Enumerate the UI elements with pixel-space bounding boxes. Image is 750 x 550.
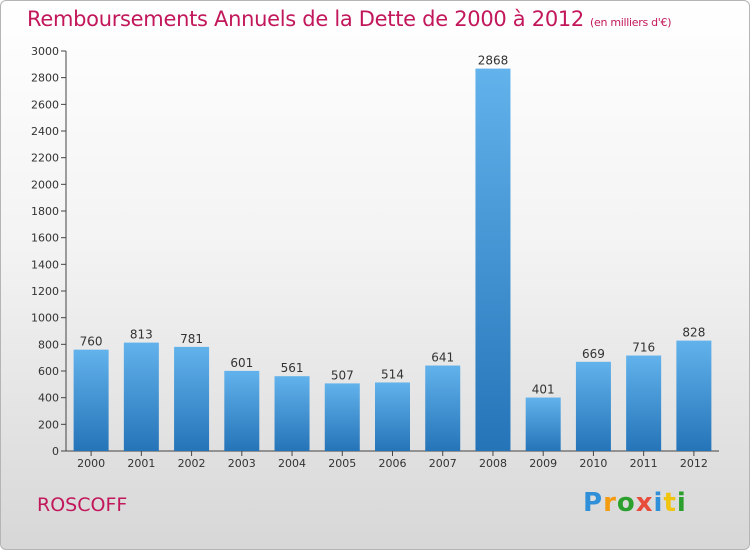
x-tick-label: 2003 bbox=[228, 457, 256, 470]
bar-value-label: 2868 bbox=[478, 54, 509, 68]
title-unit: (en milliers d'€) bbox=[590, 16, 672, 29]
x-tick-label: 2011 bbox=[630, 457, 658, 470]
y-tick-label: 1000 bbox=[31, 312, 59, 325]
logo-letter: i bbox=[653, 488, 664, 518]
title-text: Remboursements Annuels de la Dette de 20… bbox=[27, 7, 584, 31]
logo-letter: t bbox=[663, 488, 677, 518]
logo-letter: o bbox=[616, 488, 636, 518]
city-name: ROSCOFF bbox=[37, 494, 128, 516]
bar bbox=[475, 68, 511, 451]
logo-letter: P bbox=[583, 488, 604, 518]
y-tick-label: 400 bbox=[38, 392, 59, 405]
bar bbox=[174, 346, 210, 451]
logo-letter: i bbox=[676, 488, 687, 518]
bar bbox=[123, 342, 159, 451]
y-tick-label: 600 bbox=[38, 365, 59, 378]
bar bbox=[73, 349, 109, 451]
y-tick-label: 1200 bbox=[31, 285, 59, 298]
bar-value-label: 760 bbox=[80, 335, 103, 349]
bar bbox=[274, 376, 310, 451]
x-tick-label: 2002 bbox=[178, 457, 206, 470]
x-tick-label: 2000 bbox=[77, 457, 105, 470]
bar bbox=[525, 397, 561, 451]
chart-title: Remboursements Annuels de la Dette de 20… bbox=[27, 7, 671, 31]
logo-letter: r bbox=[603, 488, 617, 518]
bar bbox=[575, 361, 611, 451]
bar-value-label: 507 bbox=[331, 368, 354, 382]
x-tick-label: 2010 bbox=[579, 457, 607, 470]
logo-letter: x bbox=[635, 488, 654, 518]
x-tick-label: 2005 bbox=[328, 457, 356, 470]
y-tick-label: 1800 bbox=[31, 205, 59, 218]
proxiti-logo: Proxiti bbox=[583, 488, 687, 518]
x-tick-label: 2006 bbox=[379, 457, 407, 470]
y-tick-label: 2400 bbox=[31, 125, 59, 138]
bar-value-label: 716 bbox=[632, 341, 655, 355]
y-tick-label: 1400 bbox=[31, 258, 59, 271]
x-tick-label: 2009 bbox=[529, 457, 557, 470]
x-tick-label: 2012 bbox=[680, 457, 708, 470]
bar-value-label: 669 bbox=[582, 347, 605, 361]
bar bbox=[676, 340, 712, 451]
y-tick-label: 800 bbox=[38, 338, 59, 351]
x-tick-label: 2008 bbox=[479, 457, 507, 470]
bar bbox=[375, 382, 410, 451]
bar bbox=[626, 355, 662, 451]
y-tick-label: 2000 bbox=[31, 178, 59, 191]
y-tick-label: 2200 bbox=[31, 152, 59, 165]
y-tick-label: 2600 bbox=[31, 98, 59, 111]
bar-value-label: 813 bbox=[130, 328, 153, 342]
bar-value-label: 561 bbox=[281, 361, 304, 375]
bar bbox=[224, 370, 260, 451]
y-tick-label: 1600 bbox=[31, 232, 59, 245]
bar bbox=[425, 365, 461, 451]
y-tick-label: 3000 bbox=[31, 45, 59, 58]
x-tick-label: 2007 bbox=[429, 457, 457, 470]
y-tick-label: 0 bbox=[52, 445, 59, 458]
bar-value-label: 401 bbox=[532, 383, 555, 397]
bar bbox=[324, 383, 360, 451]
x-tick-label: 2001 bbox=[127, 457, 155, 470]
y-tick-label: 200 bbox=[38, 418, 59, 431]
bar-value-label: 514 bbox=[381, 367, 404, 381]
bar-value-label: 601 bbox=[230, 356, 253, 370]
x-tick-label: 2004 bbox=[278, 457, 306, 470]
y-tick-label: 2800 bbox=[31, 72, 59, 85]
bar-value-label: 641 bbox=[431, 351, 454, 365]
bar-value-label: 828 bbox=[682, 326, 705, 340]
bar-value-label: 781 bbox=[180, 332, 203, 346]
